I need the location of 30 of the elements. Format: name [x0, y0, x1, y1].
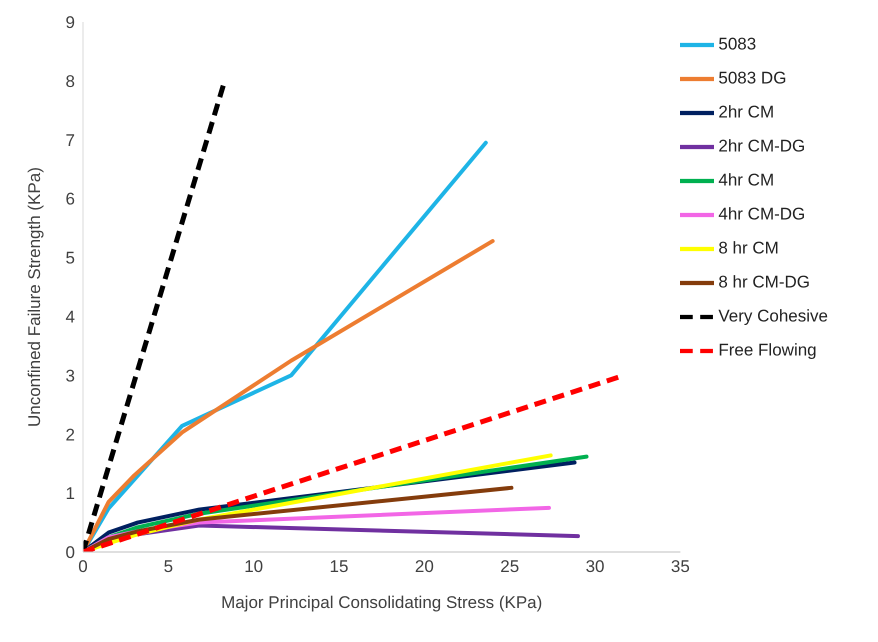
y-tick-label: 0	[66, 543, 75, 562]
legend-label: 5083 DG	[718, 68, 786, 88]
legend-label: 2hr CM	[718, 102, 774, 122]
x-tick-label: 15	[330, 557, 348, 576]
x-tick-label: 35	[670, 557, 690, 576]
legend-label: Very Cohesive	[718, 306, 828, 326]
y-tick-label: 1	[66, 484, 75, 504]
y-tick-label: 5	[66, 248, 75, 268]
x-tick-label: 0	[78, 557, 88, 576]
legend-label: 4hr CM-DG	[718, 204, 806, 224]
legend-label: 4hr CM	[718, 170, 774, 190]
x-tick-label: 25	[500, 557, 520, 576]
legend-label: 2hr CM-DG	[718, 136, 806, 156]
y-tick-label: 9	[66, 13, 75, 32]
y-axis-title: Unconfined Failure Strength (KPa)	[25, 167, 44, 427]
y-tick-label: 8	[66, 72, 75, 91]
x-tick-label: 10	[244, 557, 264, 576]
y-tick-label: 2	[66, 425, 75, 444]
x-axis-title: Major Principal Consolidating Stress (KPa)	[221, 593, 542, 612]
legend-label: 5083	[718, 34, 756, 54]
y-tick-label: 7	[66, 130, 75, 150]
x-tick-label: 30	[586, 557, 604, 576]
legend-label: 8 hr CM-DG	[718, 272, 810, 292]
y-tick-label: 3	[66, 366, 75, 386]
x-tick-label: 5	[164, 557, 174, 576]
y-tick-label: 4	[66, 307, 75, 326]
legend-label: 8 hr CM	[718, 238, 779, 258]
y-tick-label: 6	[66, 190, 75, 209]
legend-label: Free Flowing	[718, 340, 817, 360]
x-tick-label: 20	[414, 557, 434, 576]
